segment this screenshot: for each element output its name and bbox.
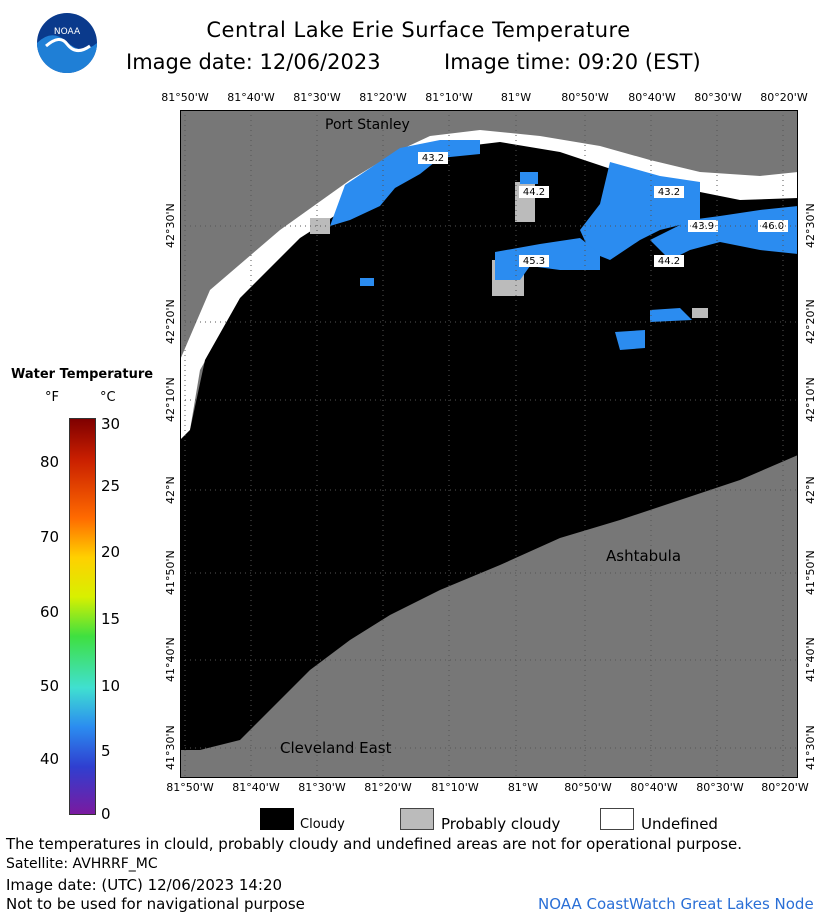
lon-bottom-6: 81°W: [507, 781, 539, 794]
lat-right-4: 42°N: [804, 476, 817, 504]
lon-top-5: 81°10'W: [425, 91, 473, 104]
lon-top-6: 81°W: [500, 91, 532, 104]
temp-label: 44.2: [523, 187, 545, 198]
temp-label: 45.3: [523, 256, 545, 267]
lon-bottom-10: 80°20'W: [761, 781, 809, 794]
temperature-map: 43.2 44.2 43.2 43.9 46.0 45.3 44.2: [180, 110, 798, 778]
lat-left-6: 41°40'N: [164, 637, 177, 683]
probably-cloudy-swatch: [400, 808, 434, 830]
temp-label: 43.2: [422, 153, 444, 164]
probably-cloudy-label: Probably cloudy: [441, 815, 561, 833]
graticule: [180, 110, 798, 778]
water-temp-region: [520, 172, 538, 184]
lat-left-3: 42°10'N: [164, 377, 177, 423]
probably-cloudy-patch: [692, 308, 708, 318]
lat-right-3: 42°10'N: [804, 377, 817, 423]
lon-top-10: 80°20'W: [760, 91, 808, 104]
c-tick: 25: [101, 477, 121, 495]
satellite-text: Satellite: AVHRRF_MC: [6, 856, 158, 872]
lon-top-9: 80°30'W: [694, 91, 742, 104]
disclaimer-text: The temperatures in clould, probably clo…: [6, 835, 743, 853]
svg-text:NOAA: NOAA: [54, 27, 81, 37]
lon-bottom-3: 81°30'W: [298, 781, 346, 794]
lat-right-1: 42°30'N: [804, 203, 817, 249]
place-cleveland-east: Cleveland East: [280, 739, 392, 757]
lon-bottom-4: 81°20'W: [364, 781, 412, 794]
lon-bottom-5: 81°10'W: [431, 781, 479, 794]
c-tick: 0: [101, 805, 111, 823]
lat-left-2: 42°20'N: [164, 299, 177, 345]
colorbar-heading: Water Temperature: [11, 367, 154, 382]
lat-left-4: 42°N: [164, 476, 177, 504]
undefined-label: Undefined: [641, 815, 718, 833]
lon-bottom-2: 81°40'W: [232, 781, 280, 794]
temp-label: 43.9: [692, 221, 714, 232]
f-tick: 80: [40, 453, 60, 471]
cloudy-swatch: [260, 808, 294, 830]
map-frame: [180, 110, 798, 778]
lon-top-7: 80°50'W: [561, 91, 609, 104]
lon-bottom-9: 80°30'W: [696, 781, 744, 794]
f-tick: 40: [40, 750, 60, 768]
lat-right-2: 42°20'N: [804, 299, 817, 345]
lon-bottom-1: 81°50'W: [166, 781, 214, 794]
water-temp-region: [650, 308, 692, 322]
undefined-swatch: [600, 808, 634, 830]
undefined-area: [180, 130, 798, 440]
lat-left-5: 41°50'N: [164, 550, 177, 596]
water-temp-region: [330, 140, 480, 226]
unit-celsius: °C: [100, 390, 116, 405]
c-tick: 20: [101, 543, 121, 561]
lon-top-3: 81°30'W: [293, 91, 341, 104]
lat-left-1: 42°30'N: [164, 203, 177, 249]
c-tick: 30: [101, 415, 121, 433]
place-port-stanley: Port Stanley: [325, 117, 410, 133]
lat-left-7: 41°30'N: [164, 725, 177, 771]
cloudy-area: [180, 142, 798, 750]
lon-bottom-8: 80°40'W: [630, 781, 678, 794]
lat-right-7: 41°30'N: [804, 725, 817, 771]
f-tick: 50: [40, 677, 60, 695]
c-tick: 5: [101, 742, 111, 760]
unit-fahrenheit: °F: [45, 390, 59, 405]
temp-label: 44.2: [658, 256, 680, 267]
colorbar: [69, 418, 96, 815]
temp-label: 46.0: [762, 221, 784, 232]
credit-text: NOAA CoastWatch Great Lakes Node: [538, 895, 814, 913]
f-tick: 70: [40, 528, 60, 546]
c-tick: 10: [101, 677, 121, 695]
c-tick: 15: [101, 610, 121, 628]
image-date: Image date: 12/06/2023: [126, 50, 381, 74]
lon-top-8: 80°40'W: [628, 91, 676, 104]
temp-label: 43.2: [658, 187, 680, 198]
place-ashtabula: Ashtabula: [606, 547, 682, 565]
lon-top-4: 81°20'W: [359, 91, 407, 104]
image-time: Image time: 09:20 (EST): [444, 50, 701, 74]
map-title: Central Lake Erie Surface Temperature: [206, 18, 631, 42]
lon-bottom-7: 80°50'W: [564, 781, 612, 794]
nav-warning-text: Not to be used for navigational purpose: [6, 895, 305, 913]
cloudy-label: Cloudy: [300, 817, 345, 832]
utc-date-text: Image date: (UTC) 12/06/2023 14:20: [6, 876, 283, 894]
lon-top-1: 81°50'W: [161, 91, 209, 104]
noaa-logo: NOAA: [37, 13, 97, 73]
lat-right-6: 41°40'N: [804, 637, 817, 683]
water-temp-region: [360, 278, 374, 286]
lon-top-2: 81°40'W: [227, 91, 275, 104]
water-temp-region: [650, 206, 798, 260]
lat-right-5: 41°50'N: [804, 550, 817, 596]
f-tick: 60: [40, 603, 60, 621]
water-temp-region: [615, 330, 645, 350]
